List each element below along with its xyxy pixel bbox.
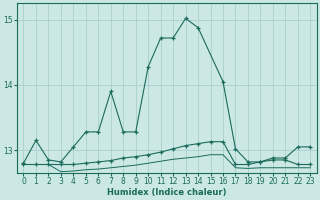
X-axis label: Humidex (Indice chaleur): Humidex (Indice chaleur)	[107, 188, 227, 197]
